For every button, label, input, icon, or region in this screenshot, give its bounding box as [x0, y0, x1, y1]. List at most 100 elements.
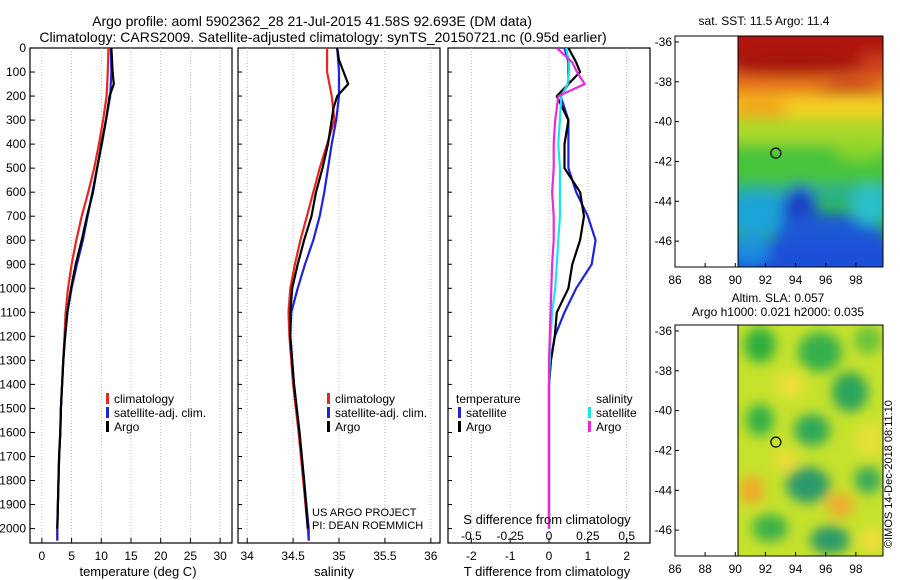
legend-label-argo: Argo — [114, 420, 140, 434]
y-tick-label: 1400 — [0, 377, 26, 391]
x-tick-label: 25 — [184, 549, 198, 563]
x-top-tick-label: 0.5 — [618, 529, 635, 543]
profile-location-marker — [770, 436, 782, 448]
x-tick-label: -1 — [505, 549, 516, 563]
difference-plot: -2 -1 0 1 2 -0.5 -0.25 0 0.25 0.5 — [448, 47, 635, 563]
series-salinity-argo — [547, 48, 586, 529]
x-tick-label: 5 — [68, 549, 75, 563]
sla-map-title-line-2: Argo h1000: 0.021 h2000: 0.035 — [692, 305, 864, 319]
y-tick-label: 1300 — [0, 353, 26, 367]
series-group — [287, 48, 350, 541]
map-x-tick-label: 92 — [759, 273, 773, 287]
map-x-tick-label: 98 — [849, 562, 863, 576]
map-x-tick-label: 94 — [789, 562, 803, 576]
temperature-legend: climatology satellite-adj. clim. Argo — [106, 392, 206, 434]
map-x-tick-label: 96 — [819, 273, 833, 287]
x-tick-label: 1 — [585, 549, 592, 563]
y-tick-label: 300 — [6, 113, 26, 127]
series-climatology — [56, 48, 110, 541]
map-x-tick-label: 86 — [668, 273, 682, 287]
map-axis-frame — [674, 35, 884, 268]
y-tick-label: 700 — [6, 209, 26, 223]
series-argo — [56, 48, 115, 529]
credit-line-1: US ARGO PROJECT — [312, 507, 417, 519]
sst-field — [738, 36, 883, 267]
x-tick-label: 15 — [124, 549, 138, 563]
y-tick-label: 800 — [6, 233, 26, 247]
legend-swatch-satellite — [106, 407, 109, 418]
title-line-2: Climatology: CARS2009. Satellite-adjuste… — [39, 29, 606, 45]
title-line-1: Argo profile: aoml 5902362_28 21-Jul-201… — [92, 13, 532, 29]
x-tick-label: 30 — [213, 549, 227, 563]
legend-swatch-climatology — [327, 393, 330, 404]
x-tick-label: 36 — [424, 549, 438, 563]
legend-label-satellite: satellite-adj. clim. — [114, 406, 206, 420]
x-tick-label: 34.5 — [281, 549, 305, 563]
map-y-tick-label: -38 — [655, 75, 673, 89]
y-tick-label: 100 — [6, 65, 26, 79]
x-top-tick-label: -0.25 — [496, 529, 524, 543]
map-x-tick-label: 88 — [698, 273, 712, 287]
salinity-plot: 34 34.5 35 35.5 36 — [238, 47, 438, 563]
difference-xlabel: T difference from climatology — [464, 564, 631, 579]
y-tick-label: 600 — [6, 185, 26, 199]
legend-swatch-climatology — [106, 393, 109, 404]
legend-title-temperature: temperature — [456, 392, 521, 406]
sla-map-axes: 86 88 90 92 94 96 98 -36 -38 -40 -42 -44 -46 — [655, 324, 884, 576]
legend-label-s-argo: Argo — [596, 420, 622, 434]
map-x-tick-label: 98 — [849, 273, 863, 287]
y-tick-label: 400 — [6, 137, 26, 151]
map-x-tick-label: 90 — [729, 273, 743, 287]
map-y-tick-label: -40 — [655, 404, 673, 418]
y-tick-label: 1800 — [0, 474, 26, 488]
y-tick-label: 1200 — [0, 329, 26, 343]
y-tick-label: 1000 — [0, 281, 26, 295]
watermark: ©IMOS 14-Dec-2018 08:11:10 — [883, 400, 895, 548]
difference-xlabel-top: S difference from climatology — [463, 512, 631, 527]
x-tick-label: 35.5 — [373, 549, 397, 563]
series-argo — [289, 48, 350, 529]
x-tick-label: 0 — [39, 549, 46, 563]
x-tick-label: 34 — [241, 549, 255, 563]
map-y-tick-label: -44 — [655, 194, 673, 208]
sst-map-title: sat. SST: 11.5 Argo: 11.4 — [699, 14, 830, 28]
x-top-tick-label: -0.5 — [461, 529, 482, 543]
legend-swatch-s-satellite — [588, 407, 591, 418]
map-y-tick-label: -46 — [655, 234, 673, 248]
x-top-tick-label: 0 — [546, 529, 553, 543]
profile-location-marker — [770, 147, 782, 159]
x-tick-label: 35 — [332, 549, 346, 563]
y-tick-label: 1700 — [0, 449, 26, 463]
map-x-tick-label: 96 — [819, 562, 833, 576]
legend-label-t-argo: Argo — [466, 420, 492, 434]
map-y-tick-label: -36 — [655, 324, 673, 338]
map-x-tick-label: 90 — [729, 562, 743, 576]
legend-swatch-t-argo — [458, 421, 461, 432]
legend-swatch-argo — [106, 421, 109, 432]
sla-map-title-line-1: Altim. SLA: 0.057 — [732, 291, 825, 305]
salinity-legend: climatology satellite-adj. clim. Argo — [327, 392, 427, 434]
map-y-tick-label: -38 — [655, 364, 673, 378]
sla-field — [738, 325, 883, 556]
legend-swatch-s-argo — [588, 421, 591, 432]
x-tick-label: 2 — [623, 549, 630, 563]
legend-label-climatology: climatology — [335, 392, 395, 406]
legend-label-argo: Argo — [335, 420, 361, 434]
legend-swatch-satellite — [327, 407, 330, 418]
x-tick-label: 10 — [95, 549, 109, 563]
salinity-xlabel: salinity — [314, 564, 354, 579]
difference-legend: temperature satellite Argo salinity sate… — [456, 392, 637, 434]
y-tick-label: 1600 — [0, 425, 26, 439]
map-y-tick-label: -42 — [655, 443, 673, 457]
series-group — [547, 48, 597, 529]
y-tick-label: 200 — [6, 89, 26, 103]
y-tick-label: 0 — [19, 41, 26, 55]
y-tick-label: 900 — [6, 257, 26, 271]
legend-swatch-t-satellite — [458, 407, 461, 418]
sst-map-axes: 86 88 90 92 94 96 98 -36 -38 -40 -42 -44 -46 — [655, 35, 884, 287]
temperature-xlabel: temperature (deg C) — [79, 564, 196, 579]
y-tick-label: 1500 — [0, 401, 26, 415]
y-tick-label: 1900 — [0, 498, 26, 512]
legend-title-salinity: salinity — [596, 392, 633, 406]
x-tick-label: 20 — [154, 549, 168, 563]
